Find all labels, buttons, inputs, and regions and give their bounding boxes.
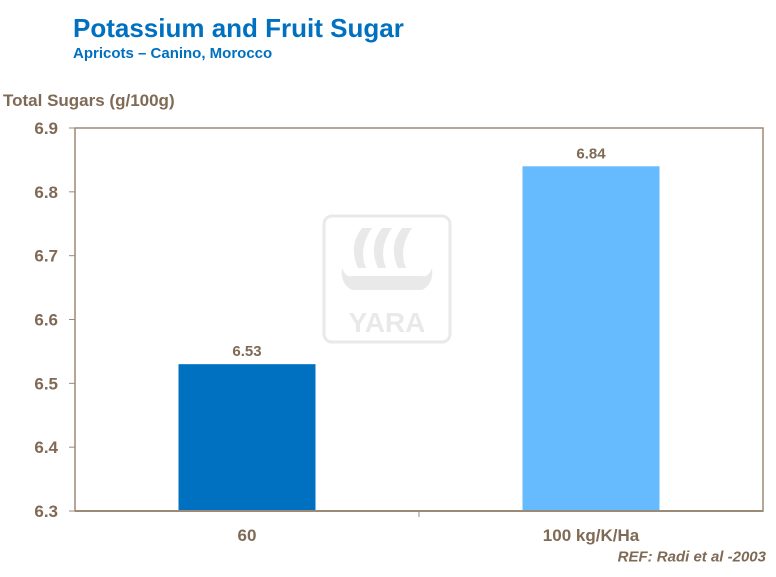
bar-0 bbox=[178, 364, 316, 511]
y-tick-label: 6.6 bbox=[34, 311, 58, 330]
svg-text:YARA: YARA bbox=[349, 307, 426, 338]
x-tick-label-1: 100 kg/K/Ha bbox=[543, 526, 640, 545]
data-label-1: 6.84 bbox=[576, 145, 606, 162]
y-tick-label: 6.3 bbox=[34, 502, 58, 521]
bar-1 bbox=[522, 166, 660, 512]
y-tick-label: 6.8 bbox=[34, 183, 58, 202]
y-tick-label: 6.9 bbox=[34, 119, 58, 138]
x-tick-label-0: 60 bbox=[238, 526, 257, 545]
chart-subtitle: Apricots – Canino, Morocco bbox=[73, 45, 273, 62]
reference-note: REF: Radi et al -2003 bbox=[617, 548, 766, 566]
data-label-0: 6.53 bbox=[232, 343, 261, 360]
yara-logo-watermark: YARA bbox=[322, 214, 452, 344]
y-axis-label: Total Sugars (g/100g) bbox=[3, 91, 175, 110]
y-tick-label: 6.5 bbox=[34, 374, 58, 393]
y-tick-label: 6.7 bbox=[34, 247, 58, 266]
y-tick-label: 6.4 bbox=[34, 438, 58, 457]
chart-title: Potassium and Fruit Sugar bbox=[73, 13, 404, 43]
